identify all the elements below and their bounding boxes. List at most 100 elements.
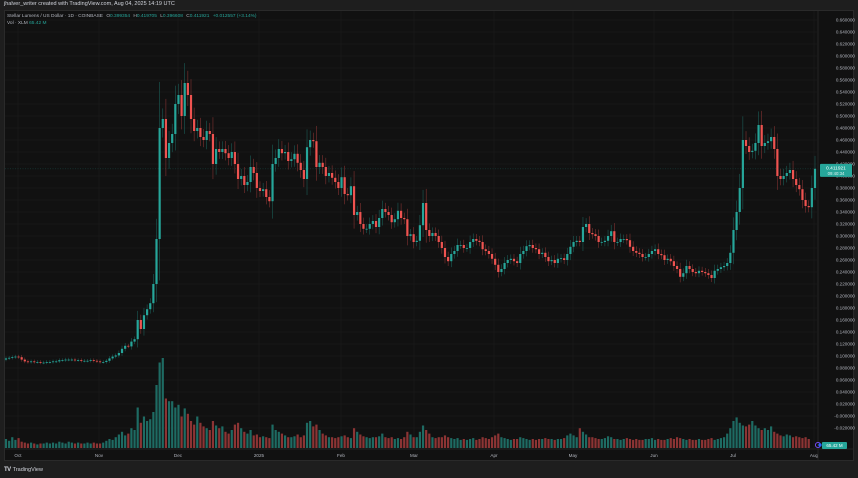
candle-body (299, 162, 302, 170)
volume-bar (440, 437, 443, 448)
volume-bar (61, 442, 64, 448)
volume-bar (305, 422, 309, 448)
candle-body (48, 362, 51, 363)
candle-body (396, 210, 400, 220)
volume-bar (371, 437, 374, 448)
time-axis-label: Feb (337, 453, 345, 458)
candle-body (98, 361, 102, 363)
volume-bar (798, 437, 801, 448)
candle-body (139, 320, 142, 329)
volume-bar (710, 438, 713, 448)
symbol-title[interactable]: Stellar Lumens / US Dollar · 1D · COINBA… (7, 14, 103, 19)
volume-badge: 65.42 M (822, 442, 847, 449)
volume-bar (682, 439, 685, 448)
candle-body (813, 168, 817, 188)
legend-ohlc-row: Stellar Lumens / US Dollar · 1D · COINBA… (7, 13, 256, 20)
candle-body (537, 249, 541, 254)
candle-body (155, 239, 158, 284)
volume-bar (51, 442, 55, 448)
volume-bar (77, 442, 80, 448)
tradingview-logo[interactable]: TV TradingView (4, 467, 43, 473)
candle-body (92, 360, 95, 361)
volume-bar (566, 435, 569, 448)
candle-body (55, 361, 58, 363)
candle-body (296, 153, 299, 163)
volume-bar (393, 439, 396, 448)
volume-bar (653, 439, 657, 448)
candles (4, 63, 817, 365)
volume-bar (663, 439, 666, 448)
candle-body (258, 188, 262, 191)
volume-bar (459, 439, 462, 448)
candle-body (688, 266, 691, 269)
volume-bar (108, 439, 111, 448)
candle-body (531, 245, 534, 248)
candle-body (421, 203, 425, 226)
volume-bars (4, 358, 810, 448)
candle-body (660, 254, 663, 256)
event-marker-dot-icon[interactable] (818, 443, 822, 447)
volume-bar (735, 417, 738, 448)
volume-bar (537, 439, 541, 448)
volume-bar (791, 437, 795, 448)
volume-label[interactable]: Vol · XLM (7, 21, 28, 26)
volume-bar (610, 437, 613, 448)
candle-body (773, 137, 776, 149)
volume-bar (412, 437, 415, 448)
volume-bar (443, 435, 447, 448)
volume-bar (418, 431, 422, 448)
volume-bar (356, 431, 359, 448)
candle-body (105, 360, 108, 362)
volume-bar (33, 443, 36, 448)
volume-bar (127, 433, 130, 448)
volume-bar (550, 439, 553, 448)
candle-body (544, 252, 547, 257)
time-axis-label: Nov (95, 453, 104, 458)
volume-bar (697, 439, 701, 448)
candle-body (616, 242, 619, 243)
candle-body (807, 206, 810, 208)
volume-bar (713, 439, 716, 448)
candle-body (77, 360, 80, 361)
volume-bar (691, 439, 694, 448)
candle-body (196, 128, 199, 131)
candle-body (679, 269, 682, 277)
candle-body (437, 236, 440, 242)
candle-body (613, 231, 616, 242)
candle-body (490, 254, 494, 259)
candle-body (685, 266, 688, 274)
volume-bar (506, 439, 509, 448)
price-axis-label: 0.560000 (836, 78, 856, 83)
candle-body (776, 149, 779, 176)
volume-bar (199, 422, 202, 448)
volume-bar (349, 438, 353, 448)
volume-bar (86, 442, 89, 448)
volume-bar (525, 439, 528, 448)
candle-body (719, 267, 723, 269)
candle-body (522, 251, 525, 254)
candle-body (450, 254, 453, 262)
volume-bar (324, 435, 327, 448)
candle-body (193, 119, 196, 131)
candle-body (337, 182, 340, 188)
price-axis-label: 0.240000 (836, 270, 856, 275)
time-axis-label: Jun (650, 453, 658, 458)
high-value: 0.419705 (136, 14, 157, 19)
volume-bar (462, 439, 465, 448)
candle-body (309, 140, 312, 148)
volume-bar (754, 425, 757, 448)
candle-body (625, 239, 628, 241)
candle-body (748, 146, 751, 152)
candle-body (158, 128, 161, 239)
candle-body (525, 246, 528, 251)
candle-body (647, 254, 650, 257)
volume-bar (788, 435, 792, 448)
candle-body (409, 234, 412, 236)
volume-bar (650, 438, 654, 448)
candle-body (327, 173, 331, 176)
volume-bar (522, 438, 525, 448)
volume-bar (403, 437, 406, 448)
candle-body (559, 258, 563, 259)
